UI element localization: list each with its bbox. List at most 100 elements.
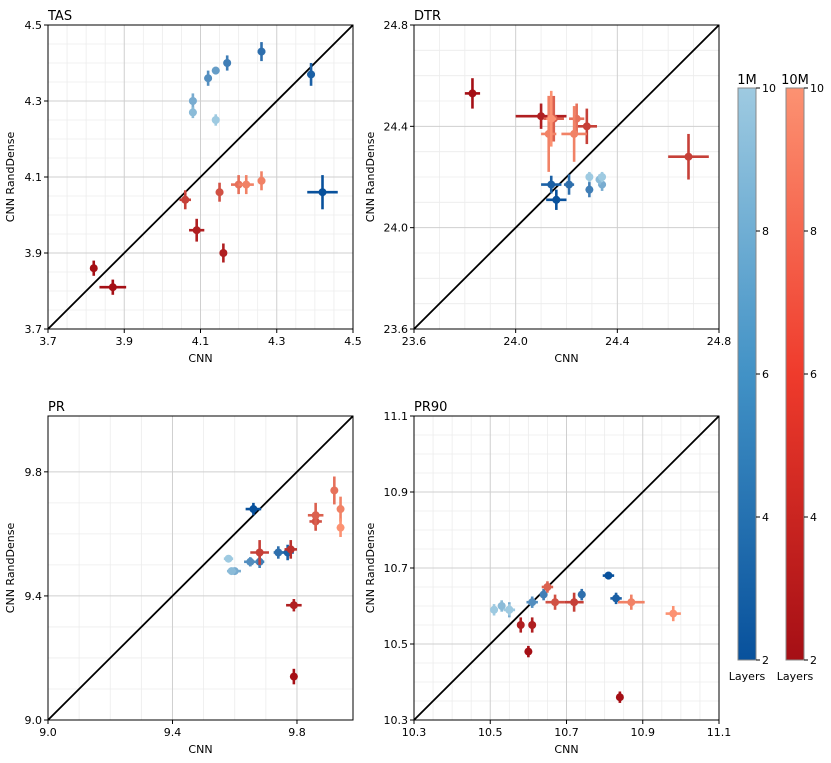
data-point — [598, 171, 607, 183]
colorbar-tick-label: 2 — [762, 654, 769, 667]
colorbar-tick-label: 10 — [810, 82, 824, 95]
data-point — [330, 476, 339, 505]
data-marker — [528, 598, 537, 607]
data-point — [307, 502, 324, 528]
panel-title: PR — [48, 400, 65, 415]
data-point — [524, 645, 533, 658]
data-point — [189, 218, 205, 242]
y-axis-label: CNN RandDense — [4, 523, 17, 614]
data-point — [577, 588, 586, 601]
y-tick-label: 24.0 — [384, 222, 409, 235]
data-marker — [547, 114, 556, 123]
data-marker — [249, 505, 258, 514]
x-tick-label: 9.4 — [164, 726, 182, 739]
data-point — [223, 554, 234, 563]
data-marker — [274, 548, 283, 557]
data-marker — [188, 108, 197, 117]
data-point — [545, 594, 565, 610]
y-tick-label: 4.5 — [25, 19, 43, 32]
y-tick-label: 9.4 — [25, 590, 43, 603]
panel-tas: TAS 3.7 3.9 4.1 4.3 4.5 3.7 3.9 4.1 4.3 4.5 CNN … — [4, 9, 362, 365]
data-point — [257, 171, 266, 191]
colorbar-tick-label: 8 — [810, 225, 817, 238]
data-marker — [108, 283, 117, 292]
data-marker — [582, 122, 591, 131]
colorbar-title: 1M — [737, 73, 757, 88]
data-point — [539, 588, 548, 601]
x-axis-label: CNN — [554, 352, 578, 365]
plot-frame — [413, 24, 720, 330]
colorbar-label: Layers — [729, 670, 766, 683]
data-point — [211, 66, 220, 75]
data-marker — [215, 188, 224, 197]
data-point — [585, 182, 594, 198]
data-point — [541, 175, 562, 194]
data-point — [561, 106, 587, 162]
colorbar-tick-label: 4 — [762, 511, 769, 524]
data-marker — [570, 598, 579, 607]
data-marker — [497, 602, 506, 610]
data-marker — [255, 548, 264, 557]
data-point — [188, 106, 197, 119]
plot-frame — [47, 415, 354, 721]
data-marker — [615, 693, 624, 702]
data-point — [615, 691, 624, 703]
x-axis-label: CNN — [188, 352, 212, 365]
data-point — [515, 103, 567, 129]
data-point — [99, 279, 127, 295]
data-point — [211, 114, 220, 126]
data-marker — [307, 70, 316, 79]
x-tick-label: 24.0 — [503, 335, 528, 348]
data-marker — [89, 264, 98, 273]
x-tick-label: 23.6 — [402, 335, 427, 348]
data-marker — [286, 545, 295, 554]
data-point — [307, 175, 338, 210]
data-marker — [192, 226, 201, 235]
data-point — [464, 78, 481, 109]
x-tick-label: 9.0 — [39, 726, 57, 739]
y-tick-label: 3.9 — [25, 247, 43, 260]
panel-title: DTR — [414, 9, 441, 24]
data-marker — [204, 74, 213, 83]
data-point — [273, 546, 283, 559]
x-tick-label: 4.1 — [192, 335, 210, 348]
data-point — [307, 63, 316, 86]
data-point — [503, 604, 516, 616]
data-marker — [585, 185, 594, 194]
y-axis-label: CNN RandDense — [4, 132, 17, 223]
data-point — [336, 496, 345, 522]
x-tick-label: 9.8 — [288, 726, 306, 739]
data-marker — [577, 590, 586, 599]
data-marker — [242, 180, 251, 189]
colorbar-tick-label: 2 — [810, 654, 817, 667]
data-point — [204, 70, 213, 86]
colorbar-1m: 1M 2 4 6 8 10 Layers — [729, 73, 776, 683]
data-marker — [330, 486, 339, 495]
data-point — [238, 175, 254, 195]
data-point — [215, 182, 224, 202]
colorbar-title: 10M — [781, 73, 809, 88]
colorbar-label: Layers — [777, 670, 814, 683]
colorbar-gradient — [737, 87, 757, 661]
data-marker — [336, 523, 345, 532]
y-tick-label: 23.6 — [384, 323, 409, 336]
data-marker — [336, 505, 345, 514]
y-tick-label: 3.7 — [25, 323, 43, 336]
data-marker — [516, 621, 525, 629]
y-tick-label: 9.0 — [25, 714, 43, 727]
panel-title: PR90 — [414, 400, 447, 415]
data-point — [223, 55, 232, 71]
data-marker — [604, 571, 613, 580]
panel-dtr: DTR 23.6 24.0 24.4 24.8 23.6 24.0 24.4 24.8 CN… — [364, 9, 731, 365]
y-axis-label: CNN RandDense — [364, 523, 377, 614]
x-axis-label: CNN — [188, 743, 212, 756]
data-point — [564, 592, 584, 612]
y-tick-label: 10.3 — [384, 714, 409, 727]
x-tick-label: 10.5 — [478, 726, 503, 739]
panel-title: TAS — [47, 9, 72, 24]
data-marker — [223, 59, 232, 67]
colorbar-tick-label: 4 — [810, 511, 817, 524]
data-marker — [224, 554, 233, 563]
data-point — [668, 133, 709, 180]
